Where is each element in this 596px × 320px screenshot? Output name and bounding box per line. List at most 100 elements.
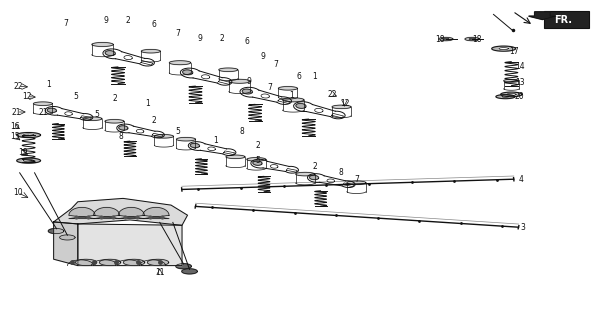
Polygon shape (496, 95, 515, 99)
Text: 8: 8 (239, 127, 244, 136)
Text: 7: 7 (175, 29, 180, 38)
Text: 20: 20 (515, 92, 524, 101)
Polygon shape (76, 259, 97, 266)
Polygon shape (92, 43, 113, 46)
Polygon shape (439, 37, 453, 41)
Text: 2: 2 (255, 141, 260, 150)
Polygon shape (105, 119, 124, 123)
Text: 11: 11 (155, 268, 164, 277)
Polygon shape (143, 207, 169, 219)
Text: 14: 14 (515, 62, 524, 71)
Text: 18: 18 (472, 35, 482, 44)
Text: 21: 21 (12, 108, 21, 116)
Polygon shape (48, 228, 64, 234)
Polygon shape (499, 48, 508, 50)
Text: 1: 1 (213, 136, 218, 145)
Polygon shape (529, 12, 556, 20)
Polygon shape (119, 126, 128, 130)
Polygon shape (190, 143, 200, 148)
Polygon shape (169, 61, 191, 65)
Polygon shape (278, 86, 297, 90)
Text: 2: 2 (151, 116, 156, 124)
FancyBboxPatch shape (544, 11, 589, 28)
Text: 2: 2 (112, 94, 117, 103)
Text: 10: 10 (13, 188, 23, 197)
Text: 9: 9 (104, 16, 108, 25)
Polygon shape (492, 46, 516, 51)
Polygon shape (219, 68, 238, 72)
Text: 4: 4 (519, 175, 524, 184)
Text: 5: 5 (74, 92, 79, 100)
Text: 7: 7 (354, 175, 359, 184)
Text: 5: 5 (255, 156, 260, 165)
Polygon shape (78, 224, 182, 266)
Text: 6: 6 (297, 72, 302, 81)
Text: 1: 1 (312, 72, 317, 81)
Polygon shape (23, 134, 34, 136)
Polygon shape (60, 235, 75, 240)
Text: 17: 17 (509, 47, 519, 56)
Polygon shape (54, 198, 188, 225)
Polygon shape (296, 172, 315, 176)
Text: 2: 2 (312, 162, 317, 171)
Text: 12: 12 (340, 99, 349, 108)
Text: 1: 1 (46, 80, 51, 89)
Text: 22: 22 (328, 90, 337, 99)
Text: 5: 5 (94, 110, 99, 119)
Polygon shape (465, 37, 479, 41)
Polygon shape (83, 117, 102, 121)
Polygon shape (33, 102, 52, 106)
Polygon shape (182, 269, 197, 274)
Polygon shape (507, 93, 516, 95)
Text: 1: 1 (290, 91, 294, 100)
Text: 1: 1 (145, 99, 150, 108)
Text: 8: 8 (339, 168, 343, 177)
Polygon shape (94, 207, 120, 219)
Polygon shape (118, 207, 144, 219)
Polygon shape (242, 89, 252, 94)
Text: 18: 18 (435, 35, 445, 44)
Text: 6: 6 (245, 37, 250, 46)
Text: 7: 7 (63, 19, 68, 28)
Text: 6: 6 (151, 20, 156, 28)
Polygon shape (69, 207, 95, 219)
Polygon shape (226, 155, 245, 159)
Polygon shape (332, 105, 351, 109)
Polygon shape (502, 96, 509, 97)
Text: 7: 7 (267, 83, 272, 92)
Polygon shape (504, 79, 519, 82)
Polygon shape (141, 49, 160, 53)
Polygon shape (17, 158, 41, 163)
Polygon shape (247, 157, 266, 161)
Polygon shape (123, 259, 145, 266)
Polygon shape (501, 92, 522, 97)
Text: 9: 9 (247, 77, 252, 86)
Text: 21: 21 (38, 108, 48, 116)
Text: 7: 7 (273, 60, 278, 68)
Polygon shape (176, 137, 195, 141)
Polygon shape (47, 108, 57, 113)
Polygon shape (100, 259, 121, 266)
Text: FR.: FR. (554, 14, 572, 25)
Polygon shape (182, 70, 193, 75)
Polygon shape (154, 134, 173, 138)
Polygon shape (176, 264, 191, 269)
Text: 2: 2 (219, 34, 224, 43)
Text: 8: 8 (118, 132, 123, 141)
Text: 15: 15 (10, 132, 20, 140)
Polygon shape (283, 98, 304, 102)
Text: 9: 9 (197, 34, 202, 43)
Text: 16: 16 (10, 122, 20, 131)
Polygon shape (229, 79, 250, 83)
Polygon shape (296, 103, 306, 108)
Polygon shape (253, 161, 262, 165)
Polygon shape (17, 132, 41, 138)
Polygon shape (147, 259, 169, 266)
Polygon shape (54, 222, 78, 266)
Text: 9: 9 (261, 52, 266, 60)
Text: 22: 22 (13, 82, 23, 91)
Text: 3: 3 (521, 223, 526, 232)
Polygon shape (23, 159, 34, 162)
Text: 13: 13 (515, 78, 524, 87)
Polygon shape (105, 51, 115, 56)
